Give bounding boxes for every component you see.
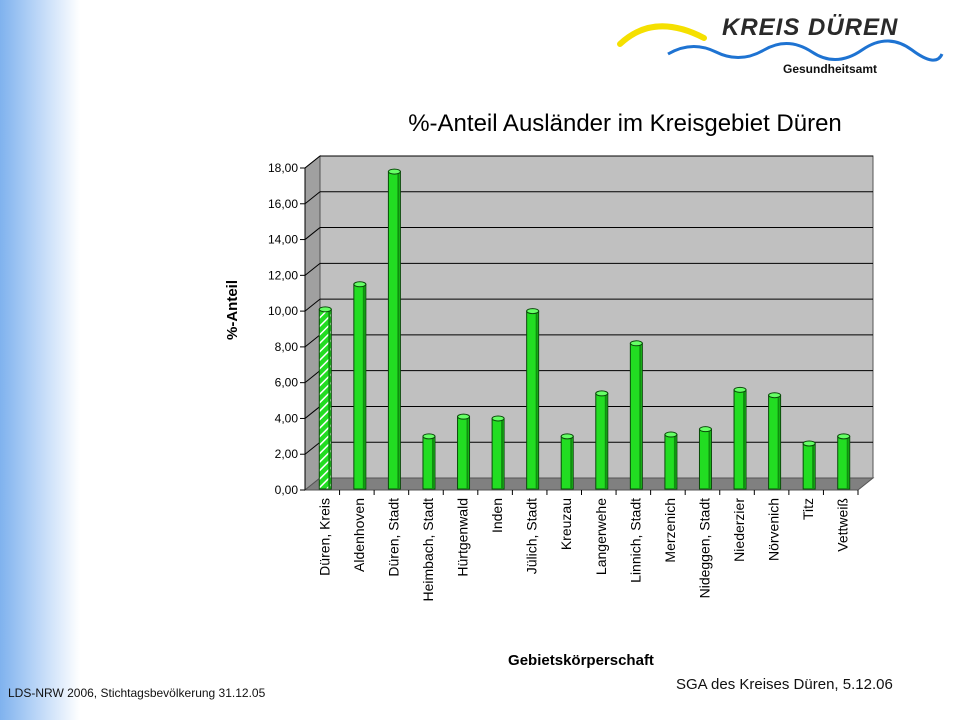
- x-tick-label: Merzenich: [662, 498, 678, 563]
- bar: [698, 426, 712, 490]
- logo-subtitle: Gesundheitsamt: [783, 62, 878, 76]
- bar: [387, 168, 401, 490]
- plot-side-wall: [304, 154, 321, 492]
- y-tick-label: 0,00: [275, 483, 299, 497]
- bar: [629, 340, 643, 490]
- gridline-side: [304, 262, 321, 276]
- credit-note: SGA des Kreises Düren, 5.12.06: [676, 676, 893, 693]
- gridline-side: [304, 406, 321, 419]
- x-tick-label: Vettweiß: [835, 498, 851, 552]
- gridline-side: [304, 441, 321, 455]
- gridline-side: [304, 191, 321, 205]
- chart-title: %-Anteil Ausländer im Kreisgebiet Düren: [408, 110, 842, 137]
- x-tick-label: Aldenhoven: [351, 498, 367, 572]
- gridline-side: [304, 334, 321, 348]
- x-tick-label: Titz: [800, 498, 816, 520]
- y-tick-label: 18,00: [268, 161, 298, 175]
- x-tick-label: Hürtgenwald: [455, 498, 471, 577]
- logo-emblem: [617, 23, 944, 62]
- x-tick-label: Heimbach, Stadt: [420, 498, 436, 602]
- bar: [664, 431, 678, 490]
- x-tick-label: Niederzier: [731, 498, 747, 562]
- bar: [422, 433, 436, 490]
- gridline-side: [304, 370, 321, 384]
- y-tick-label: 16,00: [268, 197, 298, 211]
- x-tick-label: Linnich, Stadt: [627, 498, 643, 583]
- x-tick-label: Inden: [489, 498, 505, 533]
- y-tick-label: 2,00: [275, 447, 299, 461]
- bar: [733, 386, 747, 490]
- gridline-side: [304, 227, 321, 240]
- y-tick-label: 8,00: [275, 340, 299, 354]
- bar: [353, 281, 367, 490]
- bar: [457, 413, 471, 490]
- source-note: LDS-NRW 2006, Stichtagsbevölkerung 31.12…: [8, 686, 266, 700]
- x-tick-label: Nörvenich: [766, 498, 782, 561]
- x-tick-label: Langerwehe: [593, 498, 609, 575]
- gridline-side: [304, 155, 321, 169]
- y-tick-label: 12,00: [268, 268, 298, 282]
- side-gradient: [0, 0, 80, 720]
- x-axis-title: Gebietskörperschaft: [508, 652, 654, 669]
- y-tick-label: 4,00: [275, 411, 299, 425]
- gridline-side: [304, 298, 321, 312]
- bar: [491, 415, 505, 490]
- bar: [560, 433, 574, 490]
- bar: [318, 306, 332, 490]
- x-tick-label: Kreuzau: [558, 498, 574, 550]
- x-tick-label: Jülich, Stadt: [524, 498, 540, 574]
- y-tick-label: 6,00: [275, 376, 299, 390]
- y-tick-label: 10,00: [268, 304, 298, 318]
- x-tick-label: Nideggen, Stadt: [696, 498, 712, 599]
- logo-title: KREIS DÜREN: [722, 14, 899, 41]
- bar: [802, 440, 816, 490]
- y-tick-label: 14,00: [268, 233, 298, 247]
- bar: [595, 390, 609, 490]
- y-axis-title: %-Anteil: [224, 280, 241, 340]
- x-tick-label: Düren, Stadt: [385, 498, 401, 577]
- x-tick-label: Düren, Kreis: [316, 498, 332, 576]
- bar: [837, 433, 851, 490]
- bar: [768, 392, 782, 490]
- bar: [526, 308, 540, 490]
- plot-floor: [303, 477, 875, 491]
